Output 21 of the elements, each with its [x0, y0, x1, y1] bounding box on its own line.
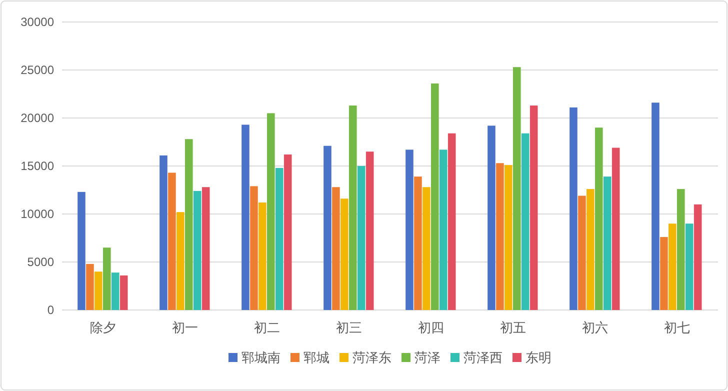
- y-tick-label: 0: [47, 303, 54, 317]
- legend-label: 菏泽: [414, 350, 440, 365]
- y-tick-label: 15000: [20, 159, 54, 173]
- legend-label: 菏泽西: [464, 350, 502, 365]
- legend-label: 郓城南: [242, 350, 280, 365]
- y-tick-label: 30000: [20, 15, 54, 29]
- x-tick-label: 初二: [254, 320, 280, 335]
- y-tick-label: 5000: [27, 255, 54, 269]
- legend-label: 东明: [526, 350, 552, 365]
- y-tick-label: 20000: [20, 111, 54, 125]
- x-tick-label: 初一: [172, 320, 198, 335]
- y-tick-label: 25000: [20, 63, 54, 77]
- x-tick-label: 初四: [418, 320, 444, 335]
- x-tick-label: 除夕: [90, 320, 116, 335]
- x-tick-label: 初七: [664, 320, 690, 335]
- x-tick-label: 初五: [500, 320, 526, 335]
- legend-label: 菏泽东: [352, 350, 392, 365]
- y-tick-label: 10000: [20, 207, 54, 221]
- x-tick-label: 初三: [336, 320, 362, 335]
- legend-label: 郓城: [304, 350, 330, 365]
- x-tick-label: 初六: [582, 320, 608, 335]
